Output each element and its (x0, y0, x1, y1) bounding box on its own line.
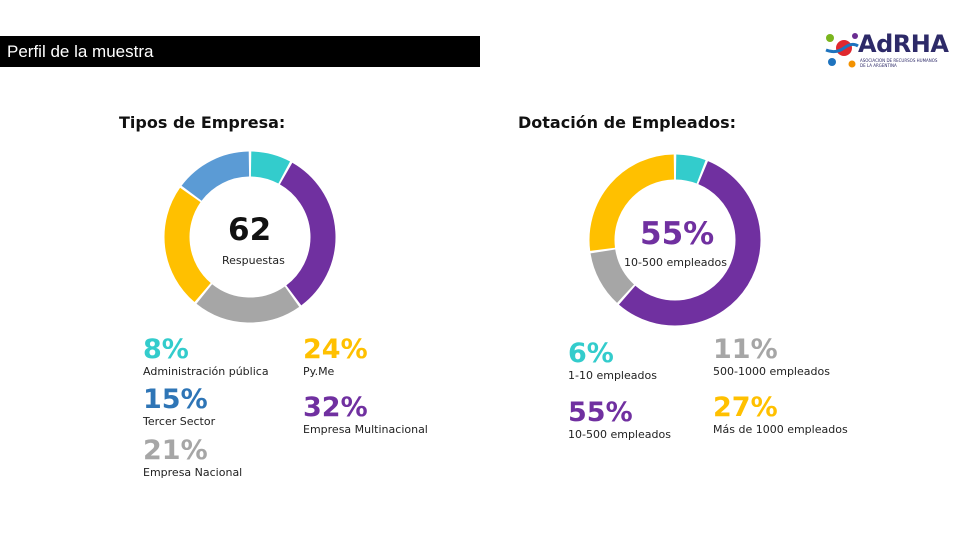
logo-green-dot (826, 34, 834, 42)
stat-label: Más de 1000 empleados (713, 423, 848, 436)
stat-value: 55% (568, 397, 633, 428)
logo-orange-dot (848, 60, 856, 68)
logo-name: AdRHA (858, 30, 949, 58)
center-value-respuestas: 62 (228, 212, 272, 248)
stat-value: 32% (303, 392, 368, 423)
stat-1-10-empleados: 6% 1-10 empleados (568, 338, 657, 383)
donut-slice-tercer-sector (181, 151, 250, 202)
stat-empresa-nacional: 21% Empresa Nacional (143, 435, 243, 480)
donut-slice-10-500-empleados (618, 161, 761, 326)
stat-empresa-multinacional: 32% Empresa Multinacional (303, 392, 428, 437)
stat-label: 10-500 empleados (568, 428, 671, 441)
stat-pyme: 24% Py.Me (303, 334, 368, 379)
donut-slice-empresa-multinacional (279, 162, 336, 306)
stat-label: Administración pública (143, 365, 269, 378)
center-label-rango: 10-500 empleados (624, 256, 727, 269)
stat-10-500-empleados: 55% 10-500 empleados (568, 397, 671, 442)
stat-label: Empresa Nacional (143, 466, 243, 479)
chart-title-tipos-empresa: Tipos de Empresa: (119, 113, 286, 132)
stat-value: 21% (143, 435, 208, 466)
stat-value: 11% (713, 334, 778, 365)
donut-slice-mas-de-1000-empleados (589, 154, 675, 251)
center-value-porcentaje: 55% (640, 216, 715, 252)
chart-title-dotacion-empleados: Dotación de Empleados: (518, 113, 737, 132)
stat-value: 24% (303, 334, 368, 365)
stat-label: Py.Me (303, 365, 335, 378)
stat-label: Empresa Multinacional (303, 423, 428, 436)
stat-value: 8% (143, 334, 189, 365)
logo-blue-dot (828, 58, 836, 66)
stat-value: 15% (143, 384, 208, 415)
center-label-respuestas: Respuestas (222, 254, 285, 267)
stat-500-1000-empleados: 11% 500-1000 empleados (713, 334, 830, 379)
stat-value: 6% (568, 338, 614, 369)
stat-value: 27% (713, 392, 778, 423)
stat-label: Tercer Sector (143, 415, 216, 428)
stat-label: 1-10 empleados (568, 369, 657, 382)
stat-label: 500-1000 empleados (713, 365, 830, 378)
donut-slice-500-1000-empleados (590, 248, 635, 303)
donut-slice-py-me (164, 187, 212, 303)
donut-slice-1-10-empleados (675, 154, 706, 184)
stat-mas-de-1000-empleados: 27% Más de 1000 empleados (713, 392, 848, 437)
stat-tercer-sector: 15% Tercer Sector (143, 384, 216, 429)
stat-administracion-publica: 8% Administración pública (143, 334, 269, 379)
donut-slice-administracion-publica (250, 151, 291, 184)
logo-subtitle: ASOCIACION DE RECURSOS HUMANOS DE LA ARG… (860, 58, 938, 68)
adrha-logo-icon (825, 33, 859, 68)
donut-slice-empresa-nacional (196, 283, 300, 323)
slide-title: Perfil de la muestra (0, 36, 480, 67)
logo-arm (825, 42, 859, 54)
logo-purple-dot (852, 33, 858, 39)
